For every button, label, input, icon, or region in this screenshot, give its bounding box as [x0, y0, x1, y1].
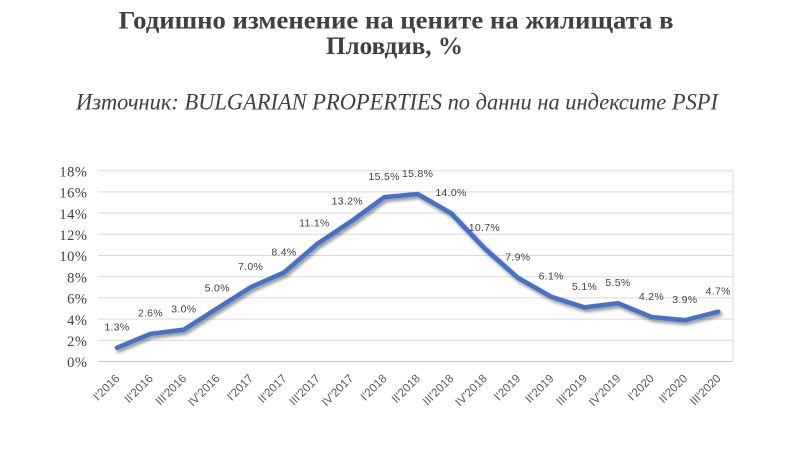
- svg-text:Източник: BULGARIAN PROPERTIES: Източник: BULGARIAN PROPERTIES по данни …: [75, 90, 719, 115]
- svg-text:11.1%: 11.1%: [299, 218, 330, 230]
- svg-text:6.1%: 6.1%: [539, 271, 564, 283]
- svg-text:Пловдив, %: Пловдив, %: [326, 33, 463, 60]
- svg-text:10%: 10%: [59, 249, 87, 265]
- svg-text:18%: 18%: [59, 164, 87, 180]
- svg-text:4.2%: 4.2%: [639, 291, 664, 303]
- svg-text:3.9%: 3.9%: [672, 294, 697, 306]
- svg-text:14%: 14%: [59, 207, 87, 223]
- svg-text:6%: 6%: [67, 292, 87, 308]
- svg-text:10.7%: 10.7%: [469, 222, 500, 234]
- svg-text:14.0%: 14.0%: [435, 187, 466, 199]
- svg-text:5.1%: 5.1%: [572, 281, 597, 293]
- svg-text:1.3%: 1.3%: [104, 322, 129, 334]
- svg-text:5.5%: 5.5%: [605, 277, 630, 289]
- svg-text:0%: 0%: [67, 355, 87, 371]
- svg-text:5.0%: 5.0%: [205, 282, 230, 294]
- svg-text:12%: 12%: [59, 228, 87, 244]
- svg-text:15.8%: 15.8%: [402, 168, 433, 180]
- svg-text:Годишно изменение на цените на: Годишно изменение на цените на жилищата …: [119, 7, 674, 34]
- svg-text:2%: 2%: [67, 334, 87, 350]
- svg-text:16%: 16%: [59, 186, 87, 202]
- svg-text:15.5%: 15.5%: [369, 171, 400, 183]
- svg-text:13.2%: 13.2%: [332, 195, 363, 207]
- svg-text:7.0%: 7.0%: [238, 261, 263, 273]
- svg-text:8%: 8%: [67, 270, 87, 286]
- svg-text:4.7%: 4.7%: [706, 286, 731, 298]
- svg-text:8.4%: 8.4%: [271, 246, 296, 258]
- svg-text:3.0%: 3.0%: [171, 304, 196, 316]
- svg-text:4%: 4%: [67, 313, 87, 329]
- svg-text:7.9%: 7.9%: [505, 252, 530, 264]
- svg-text:2.6%: 2.6%: [138, 308, 163, 320]
